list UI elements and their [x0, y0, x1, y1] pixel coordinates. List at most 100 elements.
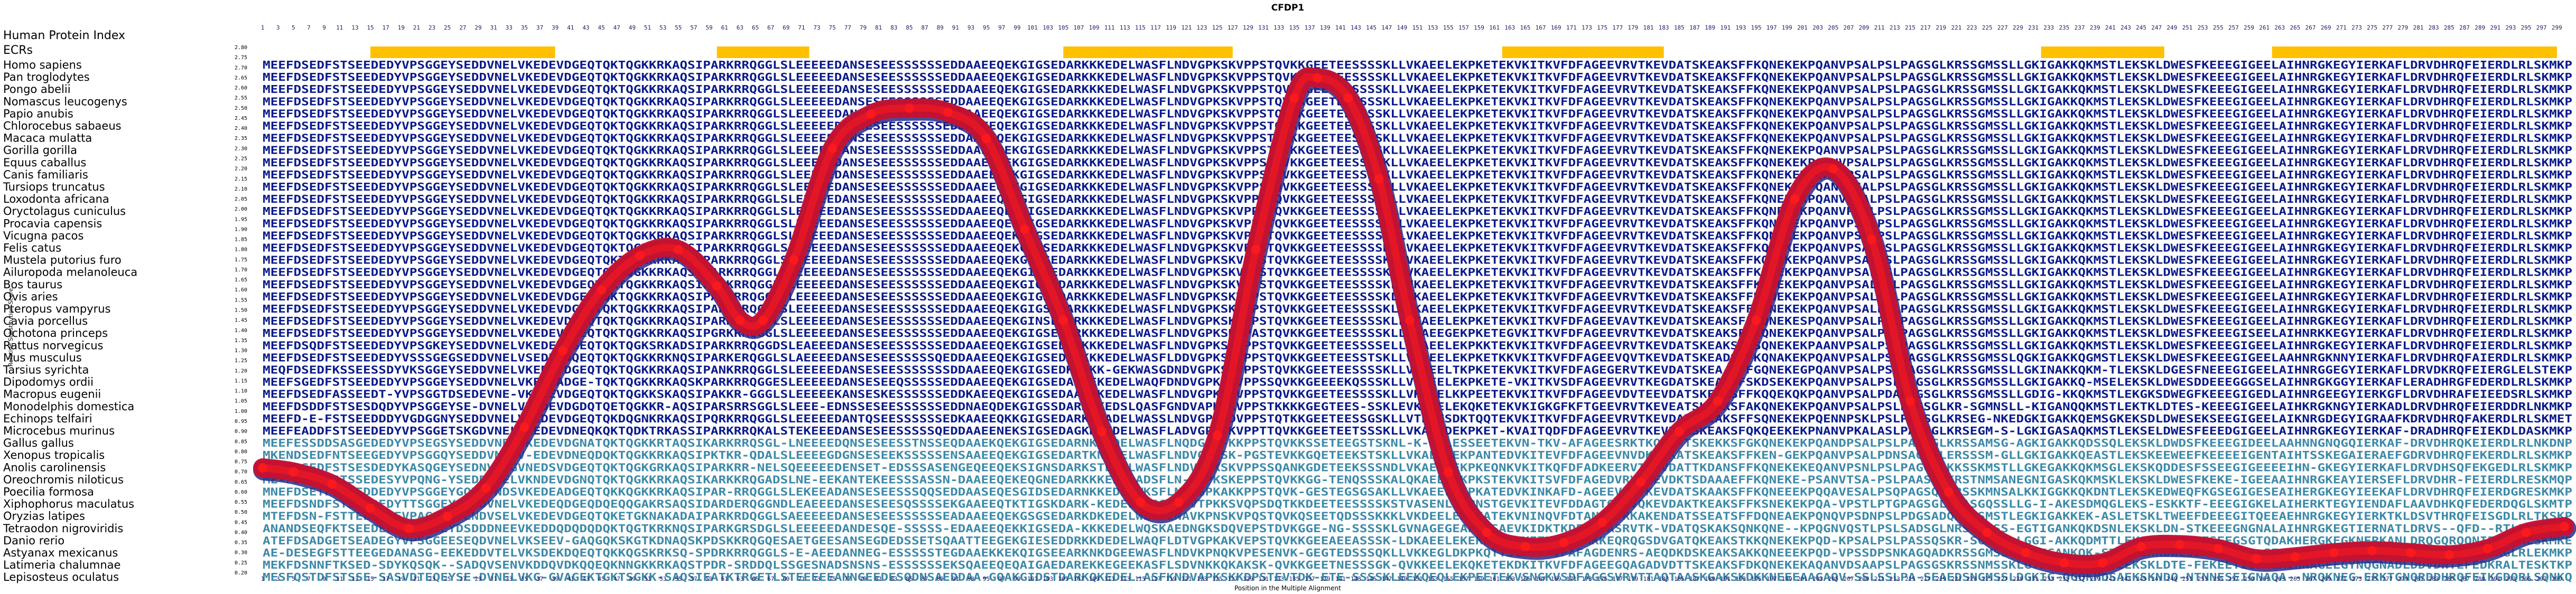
bottom-index-tick: 219: [1936, 576, 1946, 582]
y-tick-label: 1.75: [235, 257, 247, 263]
bottom-index-tick: 75: [829, 576, 836, 582]
alignment-row: MEEFDSEDFSTSEEDEDYVPSGGEYSEDDVNELVKEDEVD…: [263, 95, 2572, 108]
top-index-tick: 249: [2166, 24, 2177, 31]
top-index-tick: 265: [2290, 24, 2301, 31]
top-index-tick: 45: [598, 24, 605, 31]
curve-point: [1313, 73, 1323, 83]
top-index-tick: 67: [767, 24, 774, 31]
substitution-curve: [253, 67, 2576, 578]
bottom-index-tick: 169: [1551, 576, 1561, 582]
top-index-tick: 287: [2459, 24, 2470, 31]
bottom-index-tick: 59: [705, 576, 712, 582]
bottom-index-tick: 101: [1027, 576, 1038, 582]
bottom-index-tick: 99: [1013, 576, 1020, 582]
bottom-index-tick: 107: [1073, 576, 1084, 582]
top-index-tick: 47: [613, 24, 620, 31]
bottom-index-tick: 137: [1305, 576, 1315, 582]
curve-point: [1058, 315, 1068, 325]
top-index-tick: 143: [1351, 24, 1361, 31]
curve-point: [789, 254, 799, 265]
bottom-index-tick: 221: [1951, 576, 1961, 582]
top-index-tick: 133: [1273, 24, 1284, 31]
bottom-index-tick: 23: [429, 576, 435, 582]
top-index-tick: 35: [521, 24, 528, 31]
bottom-index-row: 1 3 5 7 9 11 13 15 17 19 21 23 25 27 29 31 33 35 37 39 41 43 4…: [261, 576, 2562, 582]
top-index-tick: 263: [2274, 24, 2285, 31]
y-tick-label: 0.95: [235, 419, 247, 425]
top-index-tick: 217: [1920, 24, 1931, 31]
top-index-tick: 219: [1936, 24, 1946, 31]
ecr-bars: [370, 46, 2557, 58]
curve-point: [1251, 244, 1261, 254]
top-index-tick: 117: [1150, 24, 1161, 31]
curve-point: [2136, 542, 2146, 552]
bottom-index-tick: 223: [1967, 576, 1977, 582]
bottom-index-tick: 127: [1227, 576, 1238, 582]
top-index-tick: 283: [2429, 24, 2439, 31]
top-index-tick: 297: [2536, 24, 2547, 31]
bottom-index-tick: 265: [2290, 576, 2301, 582]
curve-point: [289, 467, 299, 477]
top-index-tick: 73: [813, 24, 820, 31]
top-index-tick: 51: [644, 24, 651, 31]
bottom-index-tick: 273: [2351, 576, 2362, 582]
bottom-index-tick: 123: [1197, 576, 1207, 582]
bottom-index-tick: 235: [2059, 576, 2069, 582]
curve-point: [1374, 174, 1384, 184]
y-tick-label: 2.00: [235, 206, 247, 212]
bottom-index-tick: 27: [459, 576, 466, 582]
bottom-index-tick: 109: [1089, 576, 1100, 582]
top-index-tick: 171: [1566, 24, 1577, 31]
bottom-index-tick: 253: [2198, 576, 2208, 582]
top-index-tick: 105: [1058, 24, 1068, 31]
top-index-tick: 125: [1212, 24, 1223, 31]
top-index-tick: 289: [2475, 24, 2485, 31]
bottom-index-tick: 279: [2398, 576, 2408, 582]
bottom-index-tick: 55: [675, 576, 682, 582]
species-label: Danio rerio: [3, 534, 64, 547]
species-label: Procavia capensis: [3, 217, 102, 230]
bottom-index-tick: 125: [1212, 576, 1223, 582]
curve-point: [827, 144, 838, 154]
species-label: Oryctolagus cuniculus: [3, 205, 126, 218]
alignment-row: MKENDSEDFNTSEEGEDYVPSGGQYSEDDVNELV-EDEVD…: [263, 449, 2572, 461]
top-index-tick: 139: [1320, 24, 1331, 31]
bottom-index-tick: 189: [1705, 576, 1715, 582]
top-index-tick: 239: [2090, 24, 2100, 31]
top-index-tick: 57: [690, 24, 697, 31]
curve-point: [404, 523, 414, 533]
top-index-tick: 121: [1181, 24, 1192, 31]
curve-point: [758, 315, 768, 325]
species-label: Papio anubis: [3, 107, 73, 120]
y-tick-label: 2.35: [235, 136, 247, 142]
bottom-index-tick: 295: [2521, 576, 2532, 582]
y-tick-label: 0.45: [235, 520, 247, 525]
species-label: Mustela putorius furo: [3, 254, 122, 267]
top-index-tick: 137: [1305, 24, 1315, 31]
y-tick-label: 0.50: [235, 510, 247, 515]
bottom-index-tick: 131: [1258, 576, 1269, 582]
species-label: Ailuropoda melanoleuca: [3, 266, 137, 279]
bottom-index-tick: 87: [921, 576, 928, 582]
bottom-index-tick: 227: [1997, 576, 2008, 582]
curve-point: [943, 107, 953, 117]
y-tick-label: 2.45: [235, 116, 247, 121]
bottom-index-tick: 19: [398, 576, 405, 582]
bottom-index-tick: 245: [2136, 576, 2146, 582]
curve-point: [1636, 477, 1646, 487]
bottom-index-tick: 231: [2028, 576, 2039, 582]
y-tick-label: 2.55: [235, 96, 247, 101]
bottom-index-tick: 229: [2013, 576, 2023, 582]
top-index-tick: 191: [1720, 24, 1731, 31]
bottom-index-tick: 69: [783, 576, 789, 582]
species-label: Rattus norvegicus: [3, 339, 104, 352]
top-index-tick: 195: [1751, 24, 1762, 31]
top-index-tick: 145: [1366, 24, 1377, 31]
bottom-index-tick: 71: [798, 576, 805, 582]
top-index-tick: 291: [2490, 24, 2500, 31]
curve-point: [2560, 521, 2570, 531]
top-index-tick: 203: [1812, 24, 1823, 31]
top-index-tick: 75: [829, 24, 836, 31]
header-row-label: Human Protein Index: [3, 29, 125, 42]
